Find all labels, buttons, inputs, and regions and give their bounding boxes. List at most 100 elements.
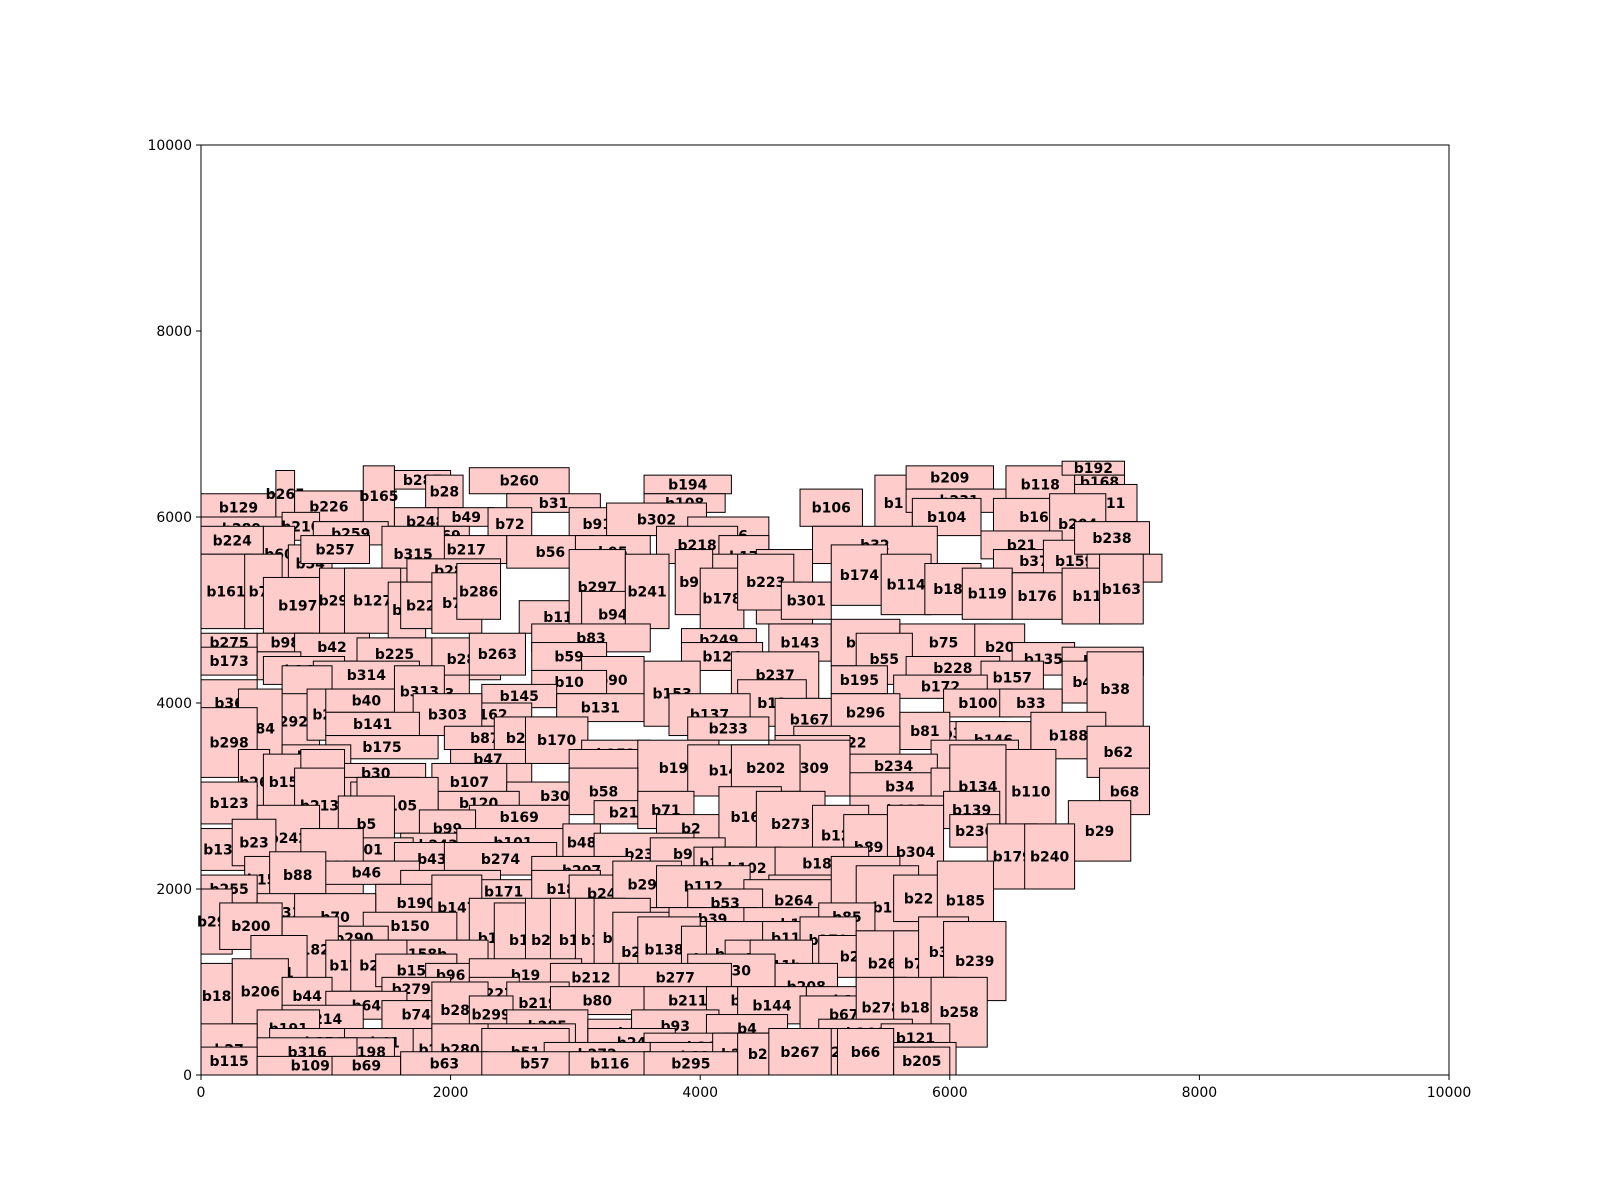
block-label: b226 [309, 499, 348, 515]
block-rect [899, 623, 988, 662]
block-b195: b195 [830, 665, 888, 695]
block-label: b228 [933, 661, 972, 677]
block-label: b46 [352, 866, 382, 882]
block-rect [1011, 572, 1063, 620]
block-b110: b110 [1005, 749, 1057, 834]
block-b233: b233 [687, 716, 770, 741]
block-b241: b241 [624, 553, 670, 630]
block-b194: b194 [643, 474, 732, 495]
x-tick-label: 0 [197, 1085, 206, 1101]
block-label: b233 [709, 722, 748, 738]
y-tick-label: 4000 [156, 696, 192, 712]
block-b295: b295 [643, 1051, 739, 1076]
block-label: b107 [450, 775, 489, 791]
plot-frame [200, 144, 1450, 1076]
block-label: b22 [904, 891, 934, 907]
block-rect [200, 962, 233, 1030]
block-label: b219 [518, 996, 557, 1012]
block-label: b66 [851, 1045, 881, 1061]
block-label: b18 [202, 989, 232, 1005]
block-label: b277 [656, 970, 695, 986]
x-tick-label: 6000 [932, 1085, 968, 1101]
block-rect [830, 544, 888, 606]
block-rect [468, 467, 570, 495]
block-label: b43 [417, 852, 447, 868]
block-label: b223 [746, 575, 785, 591]
block-label: b114 [886, 577, 926, 593]
block-b226: b226 [294, 490, 364, 523]
block-rect [425, 474, 464, 509]
x-tick-label: 8000 [1182, 1085, 1218, 1101]
block-b202: b202 [730, 744, 801, 792]
block-label: b143 [780, 636, 819, 652]
block-b296: b296 [830, 693, 901, 732]
block-label: b241 [628, 584, 667, 600]
block-label: b56 [536, 545, 566, 561]
block-label: b123 [209, 796, 248, 812]
block-b257: b257 [300, 535, 370, 564]
block-label: b195 [840, 673, 879, 689]
block-label: b225 [375, 647, 414, 663]
block-label: b42 [317, 640, 347, 656]
block-b192: b192 [1061, 460, 1126, 477]
block-rect [780, 581, 832, 620]
block-label: b175 [362, 740, 401, 756]
block-label: b178 [702, 591, 741, 607]
block-label: b296 [846, 705, 885, 721]
block-label: b110 [1011, 784, 1051, 800]
block-label: b16 [1019, 510, 1049, 526]
block-rect [980, 660, 1044, 695]
block-rect [830, 693, 901, 732]
block-label: b33 [1016, 696, 1046, 712]
block-label: b144 [752, 998, 792, 1014]
block-label: b224 [213, 533, 253, 549]
block-rect [836, 1028, 895, 1076]
block-b240: b240 [1024, 823, 1076, 890]
block-label: b145 [500, 689, 539, 705]
block-label: b240 [1030, 849, 1070, 865]
block-label: b87 [470, 731, 500, 747]
block-rect [468, 632, 526, 676]
block-label: b88 [283, 868, 313, 884]
y-tick-label: 8000 [156, 324, 192, 340]
block-label: b20 [985, 640, 1015, 656]
block-label: b48 [567, 836, 597, 852]
block-rect [624, 553, 670, 630]
block-label: b238 [1092, 531, 1131, 547]
block-label: b263 [478, 647, 517, 663]
block-label: b80 [582, 994, 612, 1010]
block-label: b179 [993, 849, 1032, 865]
block-label: b267 [780, 1045, 819, 1061]
x-tick-label: 10000 [1427, 1085, 1472, 1101]
block-b145: b145 [481, 683, 558, 709]
block-b119: b119 [961, 567, 1013, 620]
y-tick-label: 0 [183, 1068, 192, 1084]
block-label: b23 [239, 836, 269, 852]
block-label: b116 [590, 1056, 629, 1072]
block-label: b176 [1018, 589, 1057, 605]
block-b286: b286 [456, 563, 502, 620]
block-label: b157 [993, 670, 1032, 686]
block-rect [1024, 823, 1076, 890]
block-label: b129 [219, 501, 258, 517]
block-b88: b88 [269, 851, 327, 899]
block-label: b74 [402, 1008, 432, 1024]
block-label: b104 [927, 510, 967, 526]
block-label: b239 [955, 954, 994, 970]
block-label: b69 [352, 1059, 382, 1075]
block-b63: b63 [400, 1051, 489, 1076]
block-rect [961, 567, 1013, 620]
block-b49: b49 [437, 507, 495, 527]
block-rect [456, 563, 502, 620]
block-b224: b224 [200, 525, 264, 555]
block-b141: b141 [325, 711, 420, 737]
block-b157: b157 [980, 660, 1044, 695]
block-rect [487, 507, 533, 541]
block-b209: b209 [905, 465, 994, 490]
block-b263: b263 [468, 632, 526, 676]
block-b40: b40 [325, 688, 408, 713]
block-b18: b18 [200, 962, 233, 1030]
block-label: b314 [347, 668, 387, 684]
block-rect [1005, 749, 1057, 834]
block-label: b159 [1055, 554, 1094, 570]
